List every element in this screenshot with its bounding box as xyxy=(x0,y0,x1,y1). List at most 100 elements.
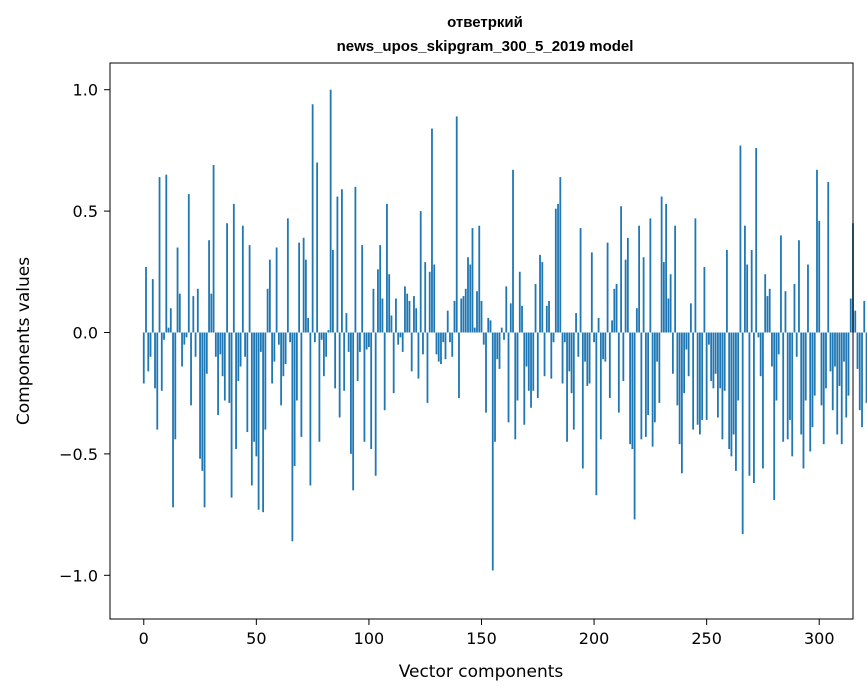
bar xyxy=(755,147,758,333)
bar xyxy=(717,332,719,418)
bar xyxy=(183,332,186,345)
bar xyxy=(190,332,192,406)
bar xyxy=(667,298,670,333)
bar xyxy=(660,196,663,333)
bar xyxy=(568,332,571,372)
bar xyxy=(689,303,692,333)
bar xyxy=(829,332,832,372)
bar xyxy=(516,332,519,401)
bar xyxy=(286,218,289,333)
bar xyxy=(777,332,780,355)
bar xyxy=(214,332,217,357)
bar xyxy=(811,332,814,428)
bar xyxy=(156,332,159,430)
bar xyxy=(766,296,769,333)
bar xyxy=(449,332,451,343)
y-tick-label: 0.0 xyxy=(73,324,98,343)
bar xyxy=(818,220,821,333)
bar xyxy=(615,283,618,333)
bar xyxy=(543,332,546,377)
bar xyxy=(834,332,836,367)
bar xyxy=(482,332,485,345)
bar xyxy=(496,332,499,360)
bar xyxy=(494,332,496,442)
bar xyxy=(476,291,478,333)
bar xyxy=(633,332,636,520)
bar xyxy=(444,332,447,360)
bar xyxy=(226,223,228,333)
bar xyxy=(178,293,181,333)
bar xyxy=(253,332,255,442)
bar xyxy=(559,177,562,333)
bar xyxy=(282,332,285,377)
bar xyxy=(352,332,355,491)
bar xyxy=(575,313,577,333)
bar xyxy=(359,332,361,352)
bar xyxy=(509,303,512,333)
bar xyxy=(158,177,161,333)
bar xyxy=(723,332,726,391)
bar xyxy=(626,237,629,333)
bar xyxy=(662,262,665,333)
bar xyxy=(768,288,771,333)
bar xyxy=(590,252,593,333)
bar xyxy=(503,332,505,340)
bar xyxy=(671,332,674,374)
bar xyxy=(708,332,710,345)
bar xyxy=(816,169,818,333)
bar xyxy=(856,332,859,369)
bar xyxy=(165,174,168,333)
bar xyxy=(780,235,782,333)
bar xyxy=(550,332,553,379)
bar xyxy=(489,320,492,333)
bar xyxy=(505,286,508,333)
bar xyxy=(683,332,686,394)
bar xyxy=(298,242,301,333)
bar xyxy=(622,332,625,382)
bar xyxy=(807,264,809,333)
bar xyxy=(196,288,199,333)
bar xyxy=(404,286,406,333)
bar xyxy=(847,332,850,396)
bar xyxy=(789,332,791,420)
bar xyxy=(208,240,210,333)
bar xyxy=(858,332,861,411)
bar xyxy=(462,296,465,333)
bar xyxy=(361,245,364,333)
bar xyxy=(311,104,314,333)
bar xyxy=(487,317,490,333)
bar xyxy=(325,332,328,357)
bar xyxy=(395,298,397,333)
bar xyxy=(451,332,454,357)
bar xyxy=(678,332,681,445)
bar xyxy=(390,315,393,333)
bar xyxy=(228,332,231,403)
bar xyxy=(737,332,740,401)
bar xyxy=(160,332,163,391)
bar xyxy=(798,240,800,333)
bar xyxy=(435,332,438,355)
bar xyxy=(273,332,276,362)
bar xyxy=(458,332,460,399)
bar xyxy=(377,269,379,333)
bar xyxy=(257,332,260,510)
bar xyxy=(250,332,253,486)
x-tick-label: 0 xyxy=(139,629,149,648)
bar xyxy=(644,332,647,437)
bar xyxy=(248,245,251,333)
bar xyxy=(563,332,566,343)
bar xyxy=(804,332,807,401)
bar xyxy=(241,225,244,333)
bar xyxy=(264,332,267,430)
bar xyxy=(539,254,541,333)
bar xyxy=(534,283,537,333)
bar xyxy=(730,332,733,457)
bar xyxy=(309,332,312,486)
y-tick-label: 0.5 xyxy=(73,202,98,221)
bar xyxy=(174,332,177,440)
bar xyxy=(651,332,654,447)
bar xyxy=(235,332,237,450)
bar xyxy=(572,332,575,430)
